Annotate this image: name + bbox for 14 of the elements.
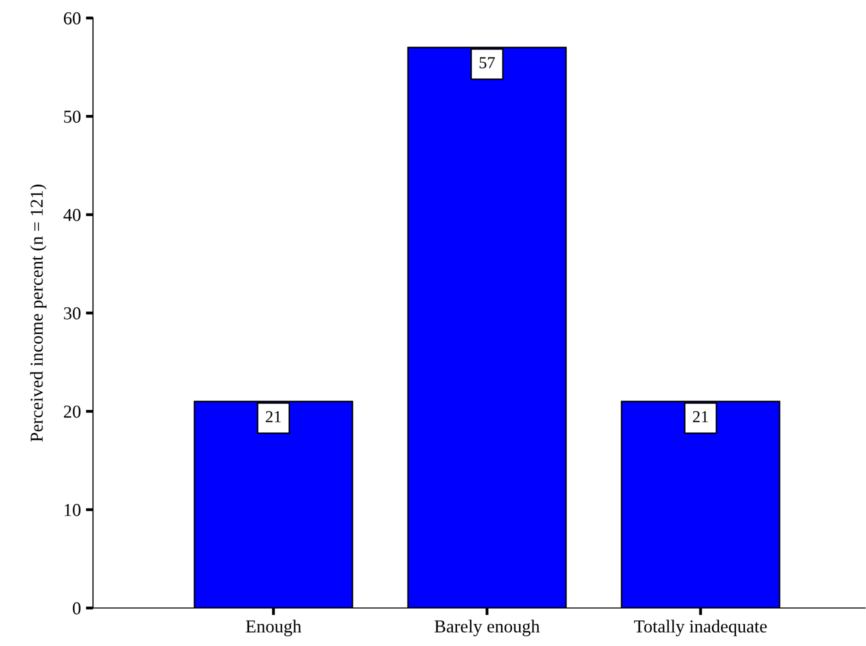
data-label: 21 (692, 411, 708, 422)
data-label: 57 (480, 57, 495, 68)
y-tick-label: 0 (72, 602, 81, 614)
x-tick-label: Barely enough (434, 620, 540, 636)
y-tick-label: 20 (64, 406, 81, 418)
data-label: 21 (266, 411, 281, 422)
y-tick-label: 60 (64, 12, 81, 24)
x-tick-label: Totally inadequate (634, 620, 767, 636)
x-tick-label: Enough (246, 620, 302, 636)
y-axis-title: Perceived income percent (n = 121) (30, 184, 46, 442)
y-tick-label: 40 (63, 208, 81, 222)
y-tick-label: 30 (64, 307, 81, 320)
y-tick-label: 50 (64, 110, 81, 123)
y-tick-label: 10 (64, 504, 81, 516)
